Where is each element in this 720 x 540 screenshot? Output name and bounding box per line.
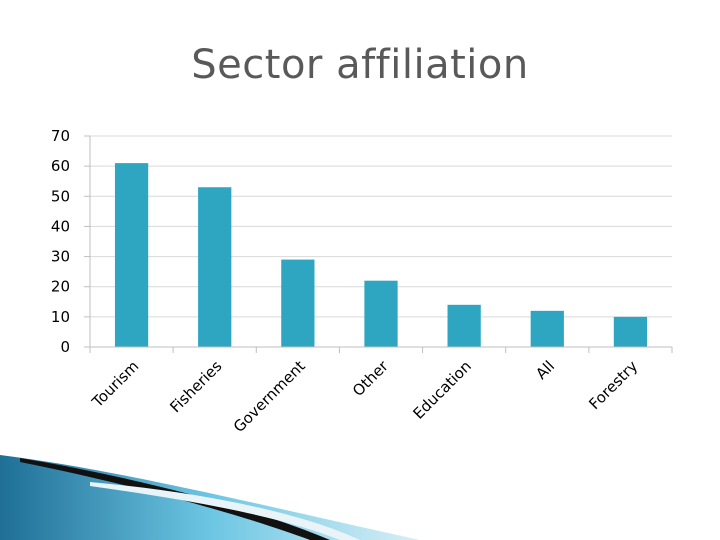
- y-tick-label: 50: [51, 187, 70, 205]
- y-tick-label: 10: [51, 308, 70, 326]
- y-tick-label: 70: [51, 127, 70, 145]
- bar-all: [530, 310, 564, 347]
- bar-tourism: [114, 163, 149, 347]
- bar-forestry: [613, 316, 648, 347]
- slide-title: Sector affiliation: [191, 42, 529, 88]
- bars: [114, 163, 648, 347]
- y-tick-label: 60: [51, 157, 70, 175]
- bar-education: [447, 304, 481, 347]
- bar-other: [364, 280, 398, 347]
- y-tick-label: 40: [51, 217, 70, 235]
- y-tick-label: 20: [51, 278, 70, 296]
- bar-government: [281, 259, 315, 347]
- y-tick-label: 0: [60, 338, 70, 356]
- axes: [84, 135, 673, 353]
- swoosh-dark: [20, 458, 330, 540]
- swoosh-light: [90, 482, 360, 540]
- bar-fisheries: [198, 187, 232, 347]
- y-tick-labels: 0 10 20 30 40 50 60 70: [51, 127, 70, 356]
- y-tick-label: 30: [51, 248, 70, 266]
